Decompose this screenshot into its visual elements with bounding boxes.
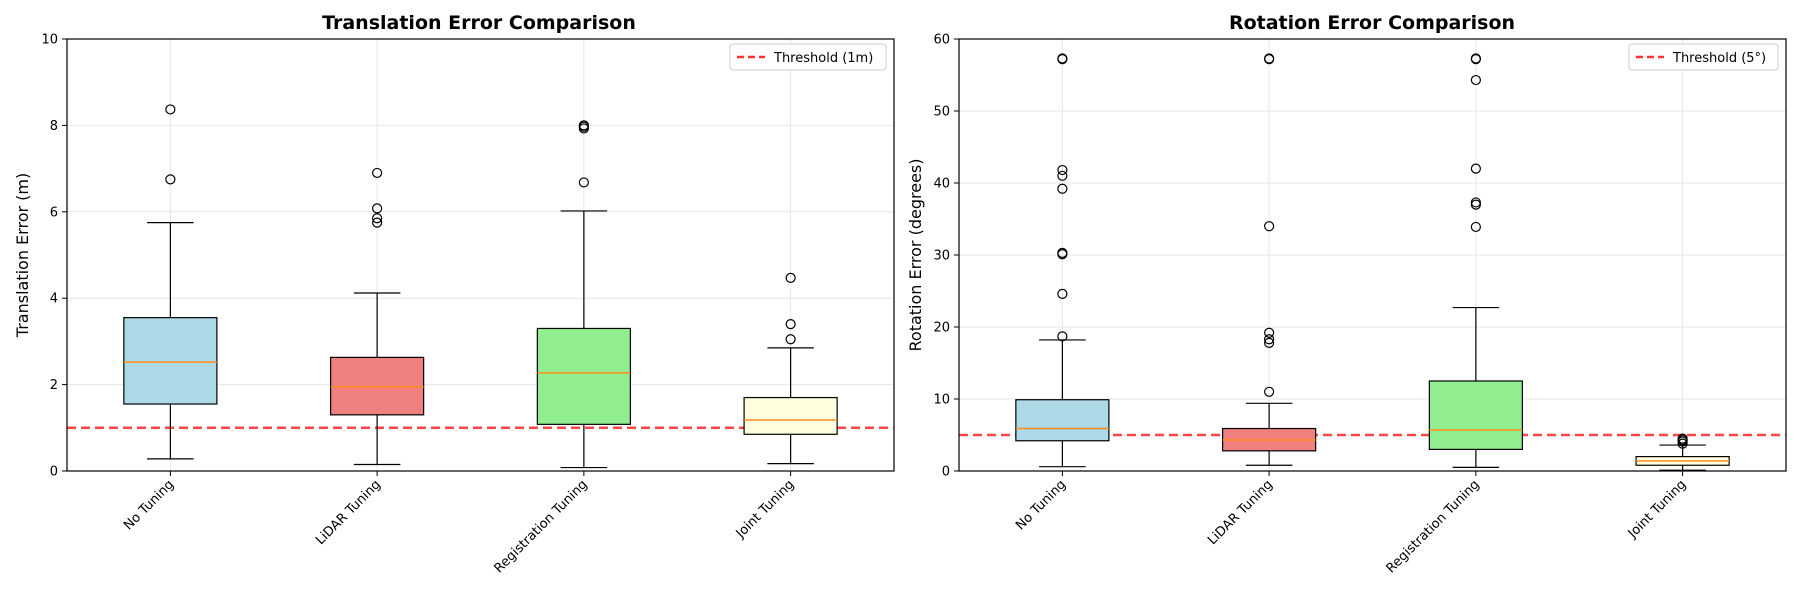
x-tick-label: Registration Tuning (492, 477, 591, 576)
outlier-point (1264, 334, 1275, 345)
outlier-point (1264, 337, 1275, 348)
outlier-point (1677, 433, 1688, 444)
x-tick-label: No Tuning (121, 477, 177, 533)
legend-box (1628, 43, 1779, 71)
y-tick-label: 8 (50, 119, 58, 134)
x-tick-label: LiDAR Tuning (313, 477, 384, 548)
outlier-point (578, 177, 589, 188)
outlier-point (1057, 288, 1068, 299)
box-joint-tuning (1635, 433, 1730, 471)
outlier-point (165, 174, 176, 185)
box-no-tuning (1015, 53, 1110, 468)
y-tick-label: 0 (942, 465, 950, 480)
outlier-point (1264, 221, 1275, 232)
box-lidar-tuning (330, 167, 425, 466)
y-tick-label: 30 (933, 249, 950, 264)
y-tick-label: 20 (933, 321, 950, 336)
box-body (1428, 380, 1523, 451)
outlier-point (1057, 170, 1068, 181)
box-body (1015, 399, 1110, 442)
outlier-point (372, 167, 383, 179)
outlier-point (165, 104, 176, 115)
x-ticks: No Tuning LiDAR Tuning Registration Tuning… (1013, 471, 1689, 576)
legend: Threshold (5°) (1628, 43, 1779, 71)
x-tick-label: Joint Tuning (1625, 477, 1690, 542)
rotation-error-panel: Rotation Error Comparison Rotation Error… (906, 12, 1787, 576)
x-tick-label: Joint Tuning (733, 477, 798, 542)
box-joint-tuning (743, 272, 838, 465)
plot-frame (66, 38, 895, 472)
boxes (1015, 53, 1730, 471)
y-tick-label: 10 (41, 33, 58, 48)
outlier-point (1264, 386, 1275, 397)
x-tick-label: Registration Tuning (1384, 477, 1483, 576)
outlier-point (1470, 53, 1481, 64)
outlier-point (1470, 221, 1481, 233)
outlier-point (1057, 183, 1068, 194)
box-body (743, 396, 838, 435)
legend-threshold-label: Threshold (1m) (773, 51, 873, 66)
outlier-point (1057, 331, 1068, 342)
box-body (536, 327, 631, 425)
y-tick-label: 10 (933, 393, 950, 408)
outlier-point (785, 319, 796, 330)
y-tick-label: 0 (50, 465, 58, 480)
x-tick-label: LiDAR Tuning (1205, 477, 1276, 548)
boxes (123, 104, 838, 469)
outlier-point (372, 213, 383, 224)
outlier-point (785, 334, 796, 345)
y-ticks: 0 10 20 30 40 50 60 (933, 33, 959, 480)
y-axis-label: Translation Error (m) (13, 173, 32, 338)
outlier-point (1057, 164, 1068, 176)
outlier-point (1057, 247, 1068, 258)
outlier-point (372, 217, 383, 228)
panel-title: Rotation Error Comparison (1229, 12, 1515, 34)
panel-title: Translation Error Comparison (322, 12, 636, 34)
outlier-point (372, 203, 383, 214)
box-registration-tuning (1428, 53, 1523, 468)
x-ticks: No Tuning LiDAR Tuning Registration Tuning… (121, 471, 797, 576)
y-tick-label: 4 (50, 292, 58, 307)
y-tick-label: 60 (933, 33, 950, 48)
outlier-point (1264, 53, 1275, 64)
outlier-point (1057, 53, 1068, 64)
x-tick-label: No Tuning (1013, 477, 1069, 533)
outlier-point (578, 120, 589, 131)
box-lidar-tuning (1222, 53, 1317, 466)
y-tick-label: 50 (933, 105, 950, 120)
legend-box (729, 43, 887, 71)
box-registration-tuning (536, 120, 631, 469)
legend-threshold-label: Threshold (5°) (1672, 51, 1766, 66)
legend: Threshold (1m) (729, 43, 887, 71)
y-tick-label: 2 (50, 378, 58, 393)
outlier-point (1470, 74, 1481, 86)
y-axis-label: Rotation Error (degrees) (906, 159, 925, 352)
outlier-point (1470, 197, 1481, 208)
outlier-point (1264, 327, 1275, 338)
box-body (123, 317, 218, 405)
y-ticks: 0 2 4 6 8 10 (41, 33, 67, 480)
outlier-point (785, 272, 796, 283)
outlier-point (1470, 163, 1481, 174)
translation-error-panel: Translation Error Comparison Translation… (13, 12, 895, 576)
y-tick-label: 6 (50, 205, 58, 220)
y-tick-label: 40 (933, 177, 950, 192)
box-no-tuning (123, 104, 218, 460)
